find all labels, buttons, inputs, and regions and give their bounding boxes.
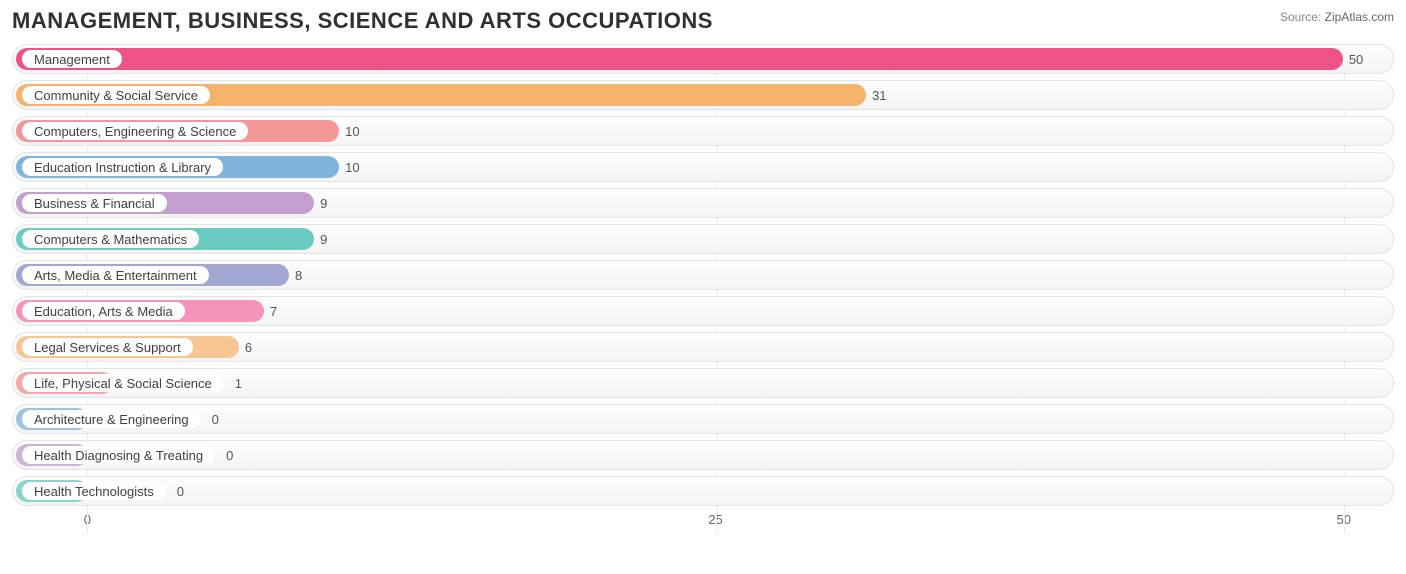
bar-value: 0 — [177, 477, 184, 505]
bar-row: Health Diagnosing & Treating 0 — [12, 440, 1394, 470]
bar-label-pill: Architecture & Engineering — [22, 410, 201, 428]
bar-label-pill: Education, Arts & Media — [22, 302, 185, 320]
bar-track: Life, Physical & Social Science 1 — [12, 368, 1394, 398]
bar-fill — [16, 48, 1343, 70]
bar-value: 7 — [270, 297, 277, 325]
bar-value: 31 — [872, 81, 886, 109]
bar-value: 0 — [212, 405, 219, 433]
bar-label-pill: Health Diagnosing & Treating — [22, 446, 215, 464]
bar-row: Education, Arts & Media 7 — [12, 296, 1394, 326]
bar-row: Health Technologists 0 — [12, 476, 1394, 506]
bar-list: Management 50 Community & Social Service 31… — [12, 44, 1394, 506]
bar-value: 9 — [320, 189, 327, 217]
bar-label-pill: Life, Physical & Social Science — [22, 374, 224, 392]
x-axis: 02550 — [12, 512, 1394, 534]
bar-value: 0 — [226, 441, 233, 469]
bar-label-pill: Arts, Media & Entertainment — [22, 266, 209, 284]
bar-row: Education Instruction & Library 10 — [12, 152, 1394, 182]
bar-label-pill: Computers & Mathematics — [22, 230, 199, 248]
bar-row: Computers, Engineering & Science 10 — [12, 116, 1394, 146]
bar-row: Architecture & Engineering 0 — [12, 404, 1394, 434]
bar-label-pill: Computers, Engineering & Science — [22, 122, 248, 140]
bar-value: 50 — [1349, 45, 1363, 73]
bar-track: Legal Services & Support 6 — [12, 332, 1394, 362]
bar-label-pill: Community & Social Service — [22, 86, 210, 104]
source-label: Source: — [1280, 10, 1321, 24]
bar-row: Management 50 — [12, 44, 1394, 74]
bar-label-pill: Education Instruction & Library — [22, 158, 223, 176]
bar-track: Health Diagnosing & Treating 0 — [12, 440, 1394, 470]
bar-row: Community & Social Service 31 — [12, 80, 1394, 110]
bar-track: Education, Arts & Media 7 — [12, 296, 1394, 326]
chart-header: MANAGEMENT, BUSINESS, SCIENCE AND ARTS O… — [12, 8, 1394, 34]
bar-track: Health Technologists 0 — [12, 476, 1394, 506]
bar-value: 1 — [235, 369, 242, 397]
bar-label-pill: Business & Financial — [22, 194, 167, 212]
bar-row: Legal Services & Support 6 — [12, 332, 1394, 362]
bar-track: Arts, Media & Entertainment 8 — [12, 260, 1394, 290]
bar-row: Business & Financial 9 — [12, 188, 1394, 218]
bar-track: Business & Financial 9 — [12, 188, 1394, 218]
bar-label-pill: Management — [22, 50, 122, 68]
bar-value: 8 — [295, 261, 302, 289]
bar-value: 6 — [245, 333, 252, 361]
bar-value: 10 — [345, 117, 359, 145]
bar-track: Education Instruction & Library 10 — [12, 152, 1394, 182]
bar-value: 9 — [320, 225, 327, 253]
bar-value: 10 — [345, 153, 359, 181]
source-name: ZipAtlas.com — [1325, 10, 1394, 24]
bar-track: Community & Social Service 31 — [12, 80, 1394, 110]
bar-track: Computers & Mathematics 9 — [12, 224, 1394, 254]
bar-track: Architecture & Engineering 0 — [12, 404, 1394, 434]
bar-label-pill: Legal Services & Support — [22, 338, 193, 356]
bar-row: Life, Physical & Social Science 1 — [12, 368, 1394, 398]
bar-row: Computers & Mathematics 9 — [12, 224, 1394, 254]
chart-source: Source: ZipAtlas.com — [1280, 10, 1394, 24]
chart-area: Management 50 Community & Social Service 31… — [12, 44, 1394, 562]
chart-title: MANAGEMENT, BUSINESS, SCIENCE AND ARTS O… — [12, 8, 713, 34]
bar-row: Arts, Media & Entertainment 8 — [12, 260, 1394, 290]
bar-track: Computers, Engineering & Science 10 — [12, 116, 1394, 146]
bar-track: Management 50 — [12, 44, 1394, 74]
bar-label-pill: Health Technologists — [22, 482, 166, 500]
